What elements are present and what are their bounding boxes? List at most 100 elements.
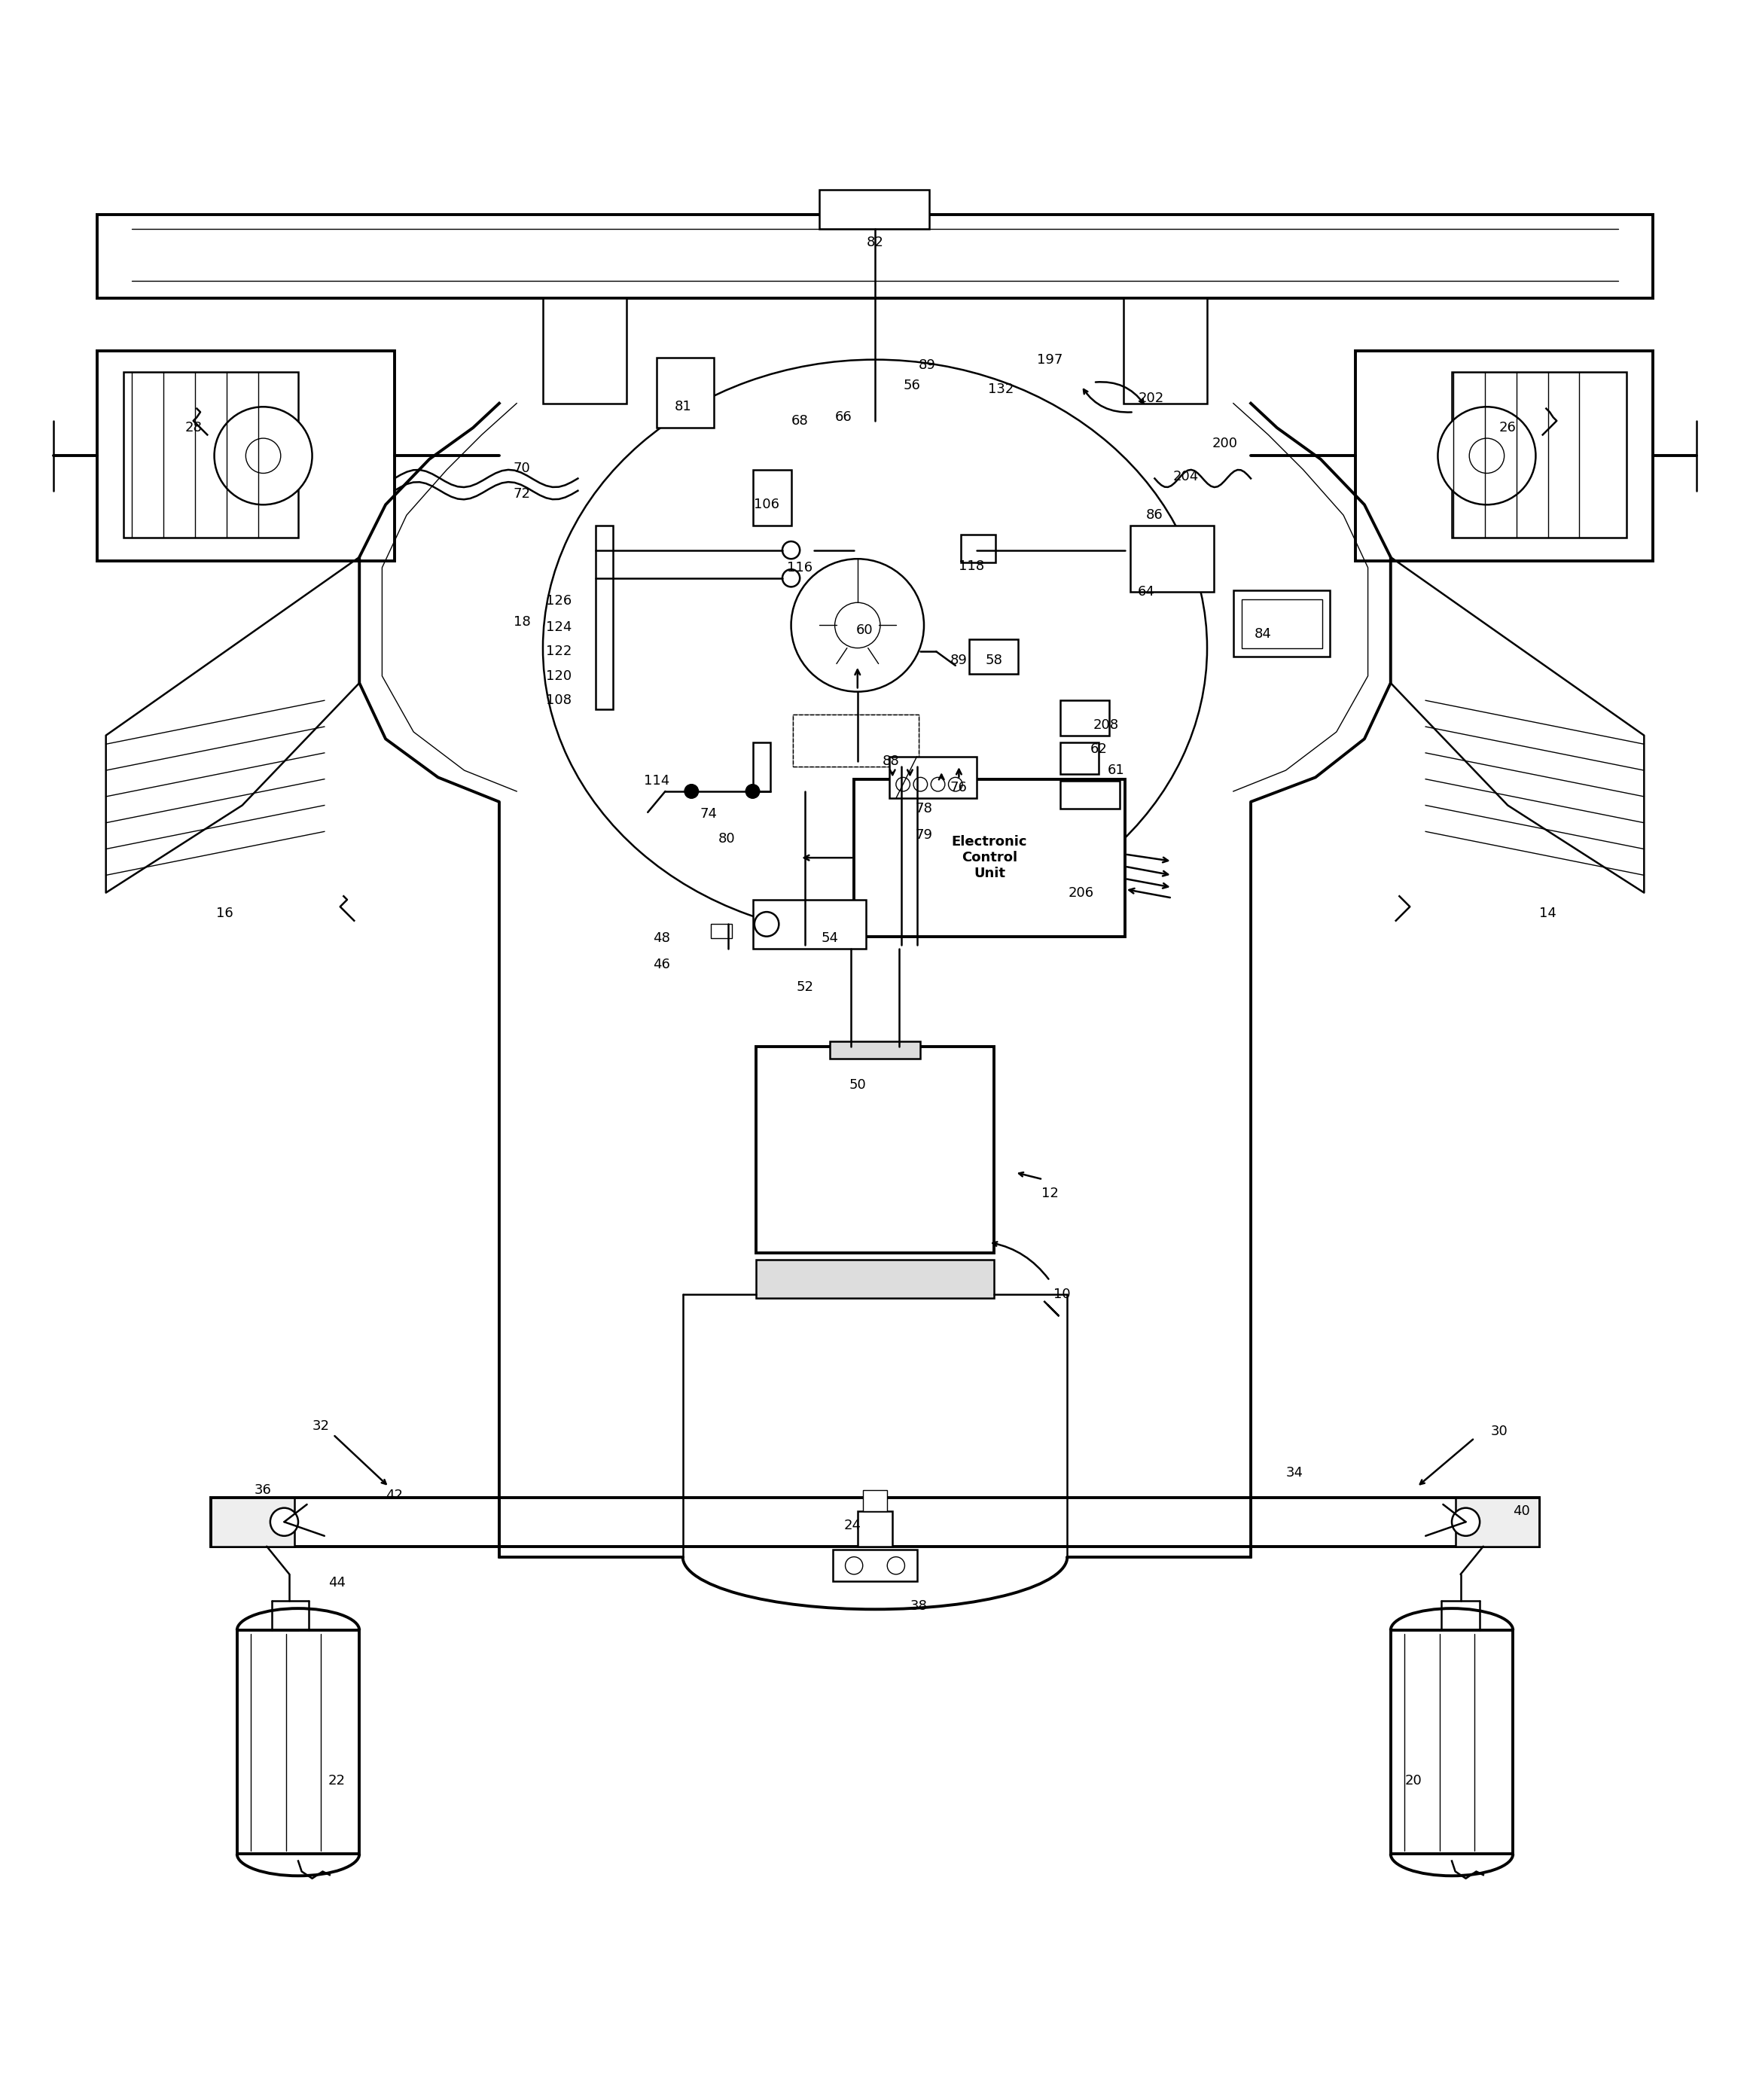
Bar [830, 1042, 921, 1058]
Text: 82: 82 [866, 235, 884, 250]
Bar [656, 357, 714, 428]
Text: 14: 14 [1540, 907, 1556, 920]
Bar [98, 351, 394, 561]
Text: 66: 66 [835, 410, 852, 424]
Text: 60: 60 [856, 624, 873, 636]
Text: 26: 26 [1500, 420, 1516, 435]
Bar [793, 714, 919, 766]
Bar [1234, 590, 1330, 657]
Text: 78: 78 [915, 802, 933, 815]
Bar [1242, 598, 1323, 649]
Circle shape [245, 439, 280, 472]
Text: 114: 114 [644, 775, 670, 788]
Bar [1356, 351, 1652, 561]
Bar [1060, 701, 1110, 735]
Text: 42: 42 [385, 1489, 403, 1501]
Bar [889, 756, 977, 798]
Circle shape [782, 542, 800, 559]
Bar [210, 1497, 1540, 1546]
Bar [236, 1630, 359, 1854]
Text: 48: 48 [653, 932, 670, 945]
Circle shape [270, 1508, 298, 1535]
Bar [1060, 743, 1099, 775]
Text: 118: 118 [959, 559, 984, 573]
Text: 64: 64 [1138, 586, 1155, 598]
Text: 80: 80 [718, 832, 735, 846]
Text: 116: 116 [788, 561, 812, 575]
Bar [833, 1550, 917, 1581]
Text: 206: 206 [1069, 886, 1094, 899]
Text: 38: 38 [910, 1598, 928, 1613]
Text: 32: 32 [312, 1420, 329, 1432]
Bar [863, 1491, 887, 1512]
Text: 84: 84 [1255, 628, 1272, 640]
Circle shape [684, 783, 698, 798]
Text: 197: 197 [1036, 353, 1062, 365]
Bar [1456, 1497, 1540, 1546]
Circle shape [835, 603, 880, 649]
Bar [970, 638, 1018, 674]
Bar [756, 1260, 994, 1298]
Text: 120: 120 [546, 670, 572, 682]
Text: 16: 16 [217, 907, 233, 920]
Text: 61: 61 [1108, 764, 1125, 777]
Circle shape [782, 569, 800, 586]
Bar [1060, 781, 1120, 808]
Text: 106: 106 [754, 498, 779, 512]
Text: 108: 108 [546, 693, 572, 708]
Circle shape [791, 559, 924, 691]
Text: Electronic
Control
Unit: Electronic Control Unit [952, 836, 1027, 880]
Bar [1452, 372, 1626, 538]
Bar [1391, 1630, 1514, 1854]
Text: 86: 86 [1146, 508, 1164, 523]
Circle shape [754, 911, 779, 937]
Circle shape [214, 407, 312, 504]
Text: 89: 89 [950, 653, 968, 668]
Text: 44: 44 [327, 1577, 345, 1590]
Text: 202: 202 [1138, 391, 1164, 405]
Text: 200: 200 [1211, 437, 1237, 449]
Bar [854, 779, 1125, 937]
Text: 52: 52 [796, 981, 814, 993]
Text: 81: 81 [674, 399, 691, 414]
Text: 40: 40 [1514, 1504, 1530, 1518]
Circle shape [887, 1556, 905, 1575]
Circle shape [1452, 1508, 1480, 1535]
Text: 54: 54 [821, 932, 838, 945]
Text: 56: 56 [903, 380, 920, 393]
Text: 76: 76 [950, 781, 968, 794]
Text: 24: 24 [844, 1518, 861, 1533]
Bar [752, 470, 791, 525]
Text: 36: 36 [254, 1485, 271, 1497]
Text: 34: 34 [1286, 1466, 1304, 1480]
Text: 122: 122 [546, 645, 572, 657]
Circle shape [1470, 439, 1505, 472]
Text: 88: 88 [882, 754, 900, 769]
Text: 18: 18 [513, 615, 530, 628]
Bar [210, 1497, 294, 1546]
Circle shape [845, 1556, 863, 1575]
Text: 28: 28 [186, 420, 201, 435]
Text: 68: 68 [791, 414, 809, 428]
Bar [961, 533, 996, 563]
Bar [1124, 298, 1208, 403]
Text: 22: 22 [327, 1774, 345, 1787]
Bar [819, 191, 929, 229]
Text: 126: 126 [546, 594, 572, 607]
Circle shape [931, 777, 945, 792]
Bar [595, 525, 612, 710]
Text: 46: 46 [653, 958, 670, 970]
Text: 124: 124 [546, 620, 572, 634]
Bar [124, 372, 298, 538]
Text: 72: 72 [513, 487, 530, 502]
Circle shape [1438, 407, 1537, 504]
Bar [98, 214, 1652, 298]
Bar [711, 924, 732, 939]
Bar [793, 714, 919, 766]
Text: 79: 79 [915, 827, 933, 842]
Text: 20: 20 [1405, 1774, 1423, 1787]
Bar [1131, 525, 1214, 592]
Bar [756, 1046, 994, 1254]
Bar [752, 743, 770, 792]
Circle shape [746, 783, 760, 798]
